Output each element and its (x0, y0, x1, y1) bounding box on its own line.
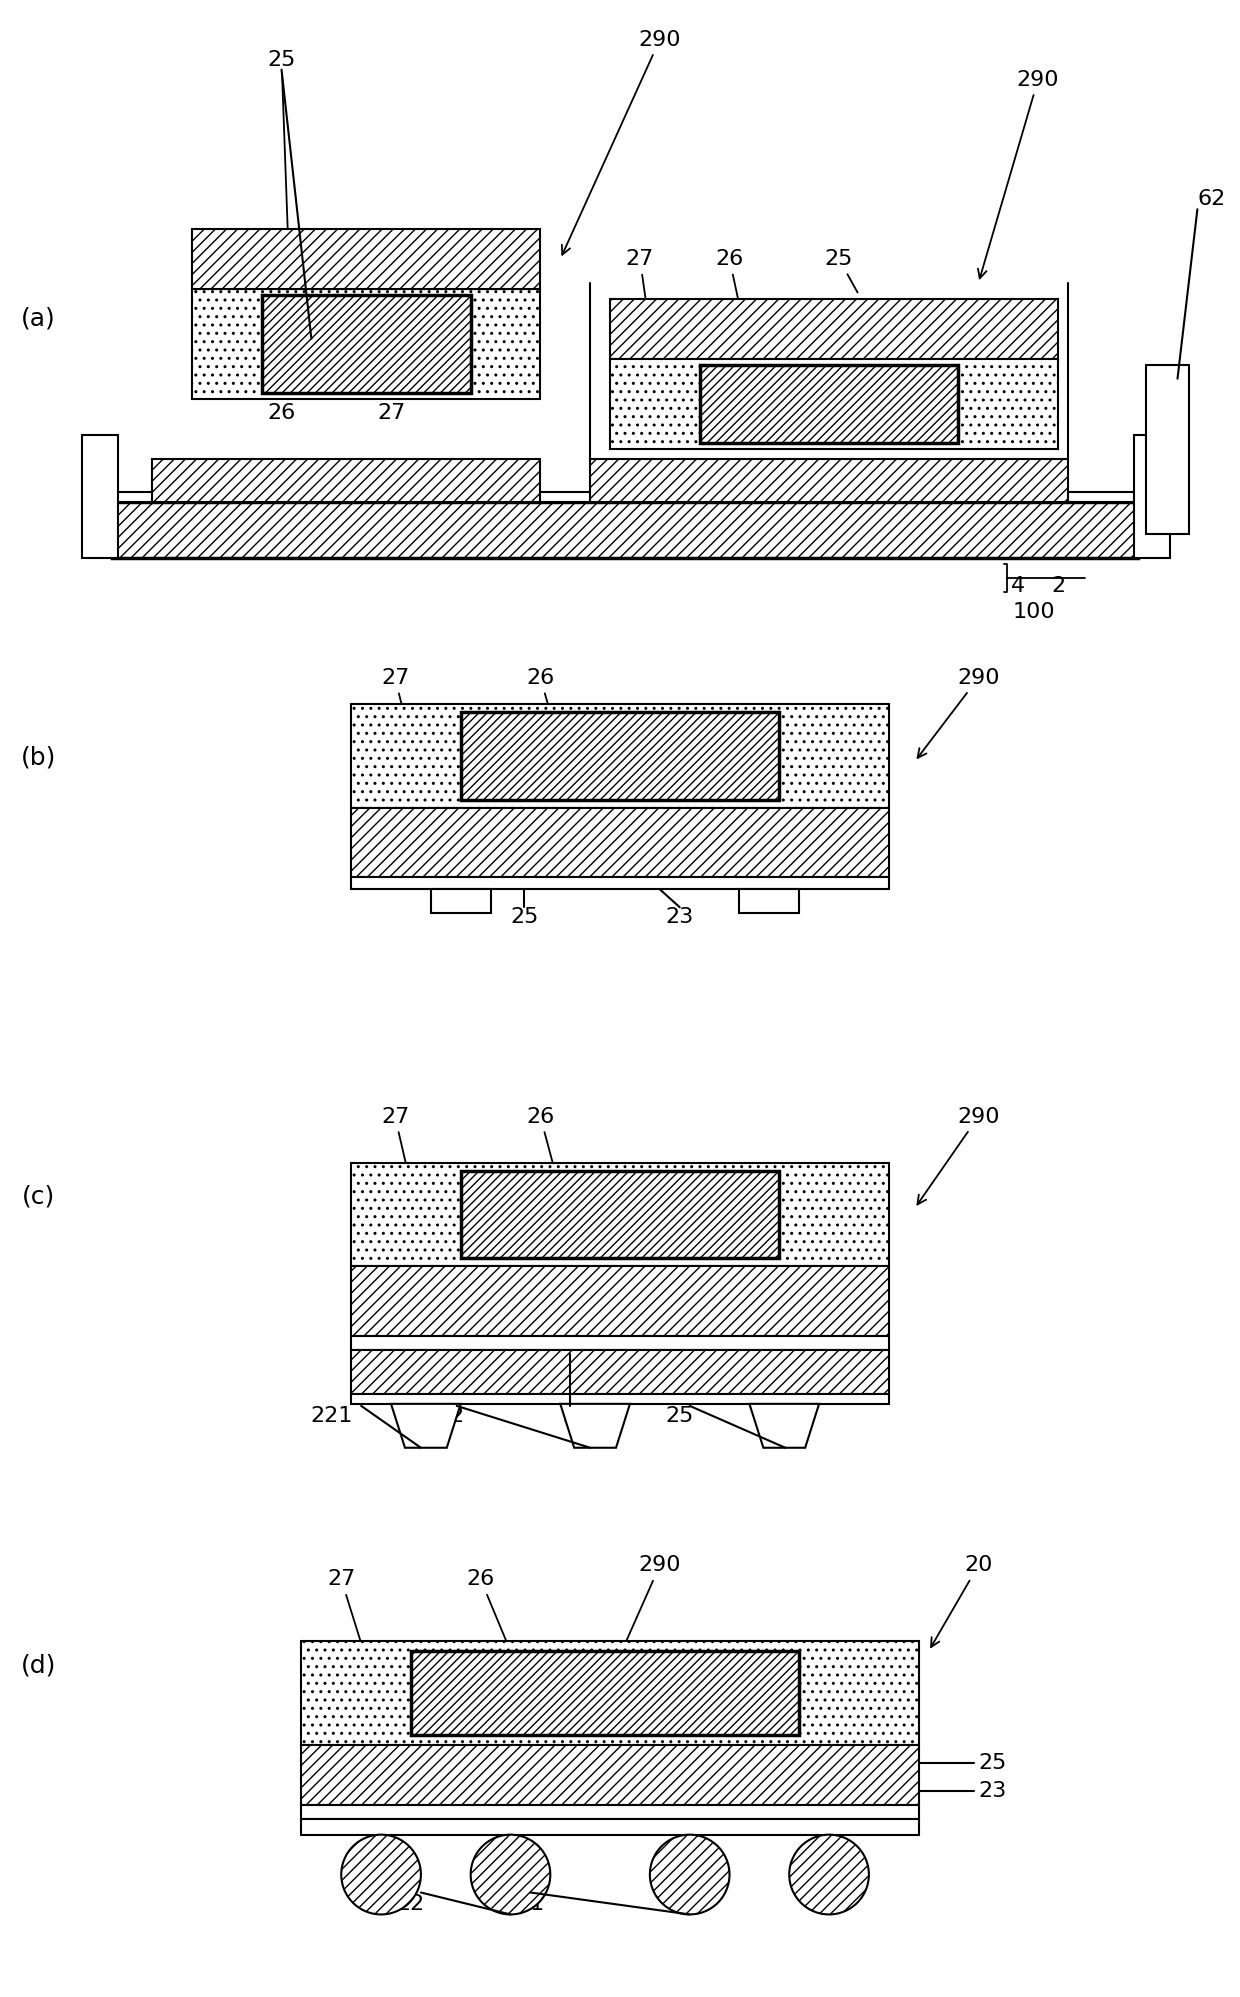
Text: 21: 21 (516, 1895, 544, 1915)
Bar (351, 1266, 889, 1336)
Bar (301, 1642, 919, 1745)
Bar (351, 1162, 889, 1266)
Bar (461, 1170, 779, 1258)
Text: (d): (d) (21, 1654, 56, 1677)
Text: 23: 23 (562, 1406, 590, 1426)
Bar (301, 1745, 919, 1805)
Text: 100: 100 (1013, 601, 1055, 623)
Bar (351, 807, 889, 877)
Circle shape (341, 1835, 420, 1915)
Text: 25: 25 (666, 1406, 694, 1426)
Bar (192, 230, 541, 290)
Text: 290: 290 (918, 1106, 999, 1204)
Circle shape (650, 1835, 729, 1915)
Text: 4: 4 (1011, 577, 1025, 597)
Bar (351, 1350, 889, 1394)
Circle shape (471, 1835, 551, 1915)
Bar (351, 703, 889, 807)
Text: 22: 22 (397, 1895, 425, 1915)
Bar (113, 493, 1137, 503)
Bar (610, 359, 1058, 449)
Bar (351, 1336, 889, 1350)
Text: (b): (b) (21, 745, 56, 769)
Text: 22: 22 (436, 1406, 465, 1426)
Text: 26: 26 (268, 403, 295, 423)
Text: 25: 25 (268, 50, 295, 330)
Text: 62: 62 (1197, 190, 1225, 210)
Bar (301, 1805, 919, 1819)
Polygon shape (560, 1404, 630, 1448)
Text: 26: 26 (466, 1570, 520, 1673)
Text: 26: 26 (715, 250, 759, 395)
Text: 26: 26 (526, 1106, 569, 1226)
Text: 20: 20 (931, 1556, 992, 1648)
Text: 290: 290 (918, 667, 999, 757)
Text: 27: 27 (381, 667, 420, 779)
Text: 25: 25 (978, 1753, 1007, 1773)
Polygon shape (749, 1404, 820, 1448)
Bar (430, 889, 491, 913)
Text: (c): (c) (22, 1184, 56, 1208)
Text: 26: 26 (526, 667, 569, 779)
Bar (461, 711, 779, 799)
Text: 23: 23 (978, 1781, 1007, 1801)
Bar (699, 365, 959, 443)
Bar (351, 1394, 889, 1404)
Bar (82, 435, 118, 559)
Circle shape (789, 1835, 869, 1915)
Bar (262, 296, 471, 393)
Polygon shape (391, 1404, 461, 1448)
Bar (113, 503, 1137, 559)
Text: 221: 221 (310, 1406, 352, 1426)
Bar (1146, 365, 1189, 535)
Text: 23: 23 (666, 907, 694, 927)
Bar (153, 459, 541, 503)
Bar (301, 1819, 919, 1835)
Text: 290: 290 (562, 30, 681, 256)
Bar (739, 889, 800, 913)
Text: 27: 27 (626, 250, 660, 395)
Bar (410, 1652, 800, 1735)
Bar (610, 300, 1058, 359)
Text: 25: 25 (510, 907, 538, 927)
Bar (351, 877, 889, 889)
Text: 25: 25 (825, 250, 858, 292)
Text: 2: 2 (1052, 577, 1065, 597)
Bar (192, 290, 541, 399)
Bar (1133, 435, 1169, 559)
Text: 27: 27 (327, 1570, 371, 1671)
Text: 27: 27 (377, 403, 405, 423)
Text: 290: 290 (621, 1556, 681, 1652)
Bar (590, 459, 1068, 503)
Text: 27: 27 (381, 1106, 420, 1226)
Text: (a): (a) (21, 308, 56, 332)
Text: 290: 290 (978, 70, 1059, 278)
